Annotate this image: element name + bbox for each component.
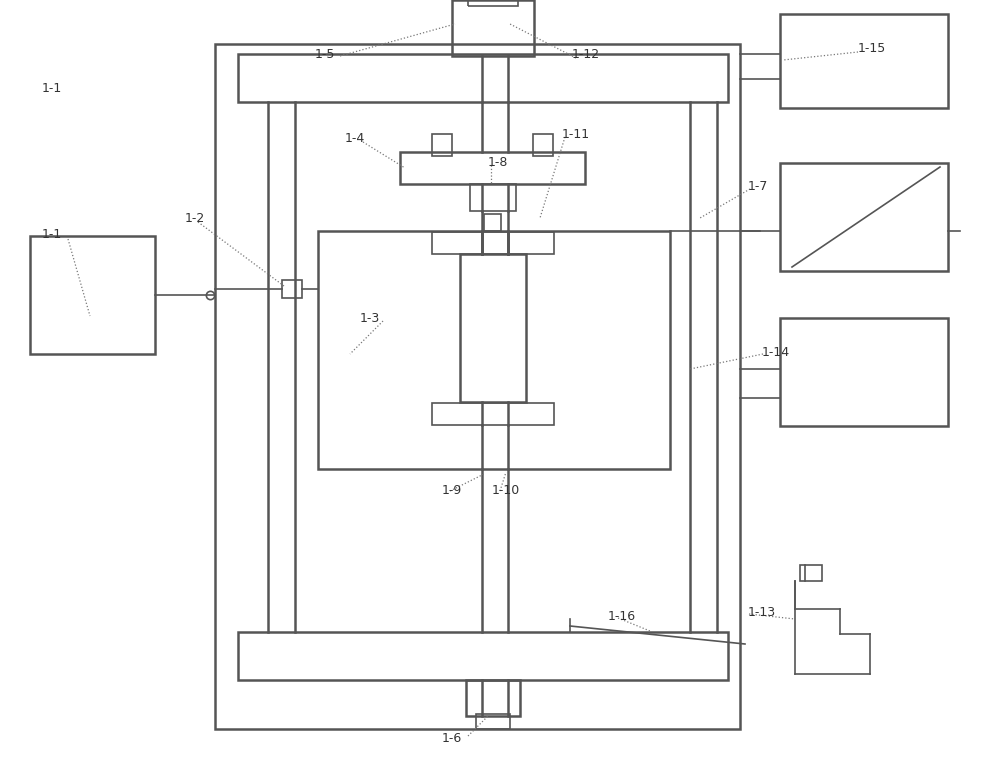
Bar bbox=[215, 44, 740, 729]
Text: 1-5: 1-5 bbox=[315, 47, 335, 60]
Text: 1-15: 1-15 bbox=[858, 42, 886, 54]
Bar bbox=[780, 318, 948, 426]
Bar bbox=[533, 134, 553, 156]
Text: 1-11: 1-11 bbox=[562, 128, 590, 141]
Bar bbox=[470, 184, 516, 211]
Text: 1-16: 1-16 bbox=[608, 609, 636, 622]
Text: 1-12: 1-12 bbox=[572, 47, 600, 60]
Text: 1-9: 1-9 bbox=[442, 485, 462, 498]
Bar bbox=[282, 280, 302, 298]
Bar bbox=[460, 254, 526, 402]
Text: 1-3: 1-3 bbox=[360, 313, 380, 326]
Bar bbox=[432, 232, 554, 254]
Text: 1-10: 1-10 bbox=[492, 485, 520, 498]
Bar bbox=[238, 54, 728, 102]
Text: 1-1: 1-1 bbox=[42, 228, 62, 241]
Bar bbox=[780, 14, 948, 108]
Bar bbox=[476, 714, 510, 729]
Bar bbox=[484, 214, 501, 231]
Bar bbox=[400, 152, 585, 184]
Bar bbox=[780, 163, 948, 271]
Text: 1-13: 1-13 bbox=[748, 605, 776, 618]
Bar bbox=[238, 632, 728, 680]
Text: 1-2: 1-2 bbox=[185, 213, 205, 225]
Bar bbox=[800, 565, 822, 581]
Text: 1-14: 1-14 bbox=[762, 345, 790, 358]
Bar bbox=[432, 403, 554, 425]
Text: 1-7: 1-7 bbox=[748, 180, 768, 193]
Bar bbox=[466, 680, 520, 716]
Bar bbox=[30, 236, 155, 354]
Bar bbox=[318, 231, 670, 469]
Text: 1-8: 1-8 bbox=[488, 156, 508, 169]
Bar bbox=[468, 0, 518, 6]
Bar bbox=[452, 0, 534, 56]
Text: 1-4: 1-4 bbox=[345, 132, 365, 146]
Text: 1-6: 1-6 bbox=[442, 732, 462, 745]
Text: 1-1: 1-1 bbox=[42, 81, 62, 94]
Bar bbox=[432, 134, 452, 156]
